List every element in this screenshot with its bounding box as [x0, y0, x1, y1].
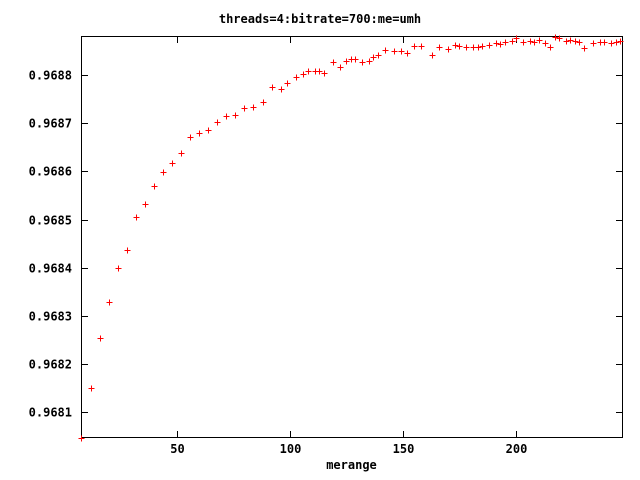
y-tick-label: 0.9685: [29, 214, 72, 228]
x-tick-label: 200: [506, 442, 528, 456]
x-axis-label: merange: [326, 458, 377, 472]
y-tick-label: 0.9688: [29, 69, 72, 83]
x-tick-label: 100: [280, 442, 302, 456]
y-tick-label: 0.9681: [29, 406, 72, 420]
y-tick-label: 0.9686: [29, 165, 72, 179]
data-point-markers: [78, 34, 624, 442]
chart-title: threads=4:bitrate=700:me=umh: [218, 12, 422, 26]
x-tick-label: 50: [170, 442, 184, 456]
y-tick-label: 0.9684: [29, 262, 72, 276]
y-tick-label: 0.9682: [29, 358, 72, 372]
x-tick-label: 150: [393, 442, 415, 456]
y-tick-label: 0.9687: [29, 117, 72, 131]
y-tick-label: 0.9683: [29, 310, 72, 324]
plot-border: [81, 36, 623, 438]
